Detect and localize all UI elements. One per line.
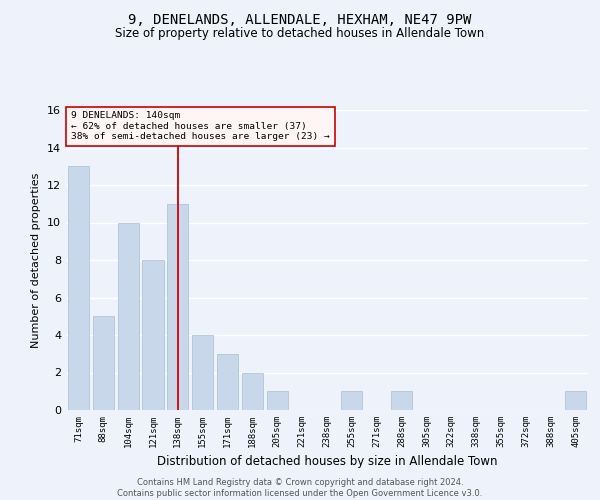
Bar	[341, 391, 362, 410]
Text: Size of property relative to detached houses in Allendale Town: Size of property relative to detached ho…	[115, 28, 485, 40]
Bar	[267, 391, 288, 410]
Text: Contains HM Land Registry data © Crown copyright and database right 2024.
Contai: Contains HM Land Registry data © Crown c…	[118, 478, 482, 498]
Bar	[192, 335, 213, 410]
Y-axis label: Number of detached properties: Number of detached properties	[31, 172, 41, 348]
Bar	[217, 354, 238, 410]
Bar	[167, 204, 188, 410]
X-axis label: Distribution of detached houses by size in Allendale Town: Distribution of detached houses by size …	[157, 456, 497, 468]
Text: 9, DENELANDS, ALLENDALE, HEXHAM, NE47 9PW: 9, DENELANDS, ALLENDALE, HEXHAM, NE47 9P…	[128, 12, 472, 26]
Bar	[242, 372, 263, 410]
Bar	[565, 391, 586, 410]
Text: 9 DENELANDS: 140sqm
← 62% of detached houses are smaller (37)
38% of semi-detach: 9 DENELANDS: 140sqm ← 62% of detached ho…	[71, 112, 330, 142]
Bar	[68, 166, 89, 410]
Bar	[142, 260, 164, 410]
Bar	[391, 391, 412, 410]
Bar	[93, 316, 114, 410]
Bar	[118, 222, 139, 410]
